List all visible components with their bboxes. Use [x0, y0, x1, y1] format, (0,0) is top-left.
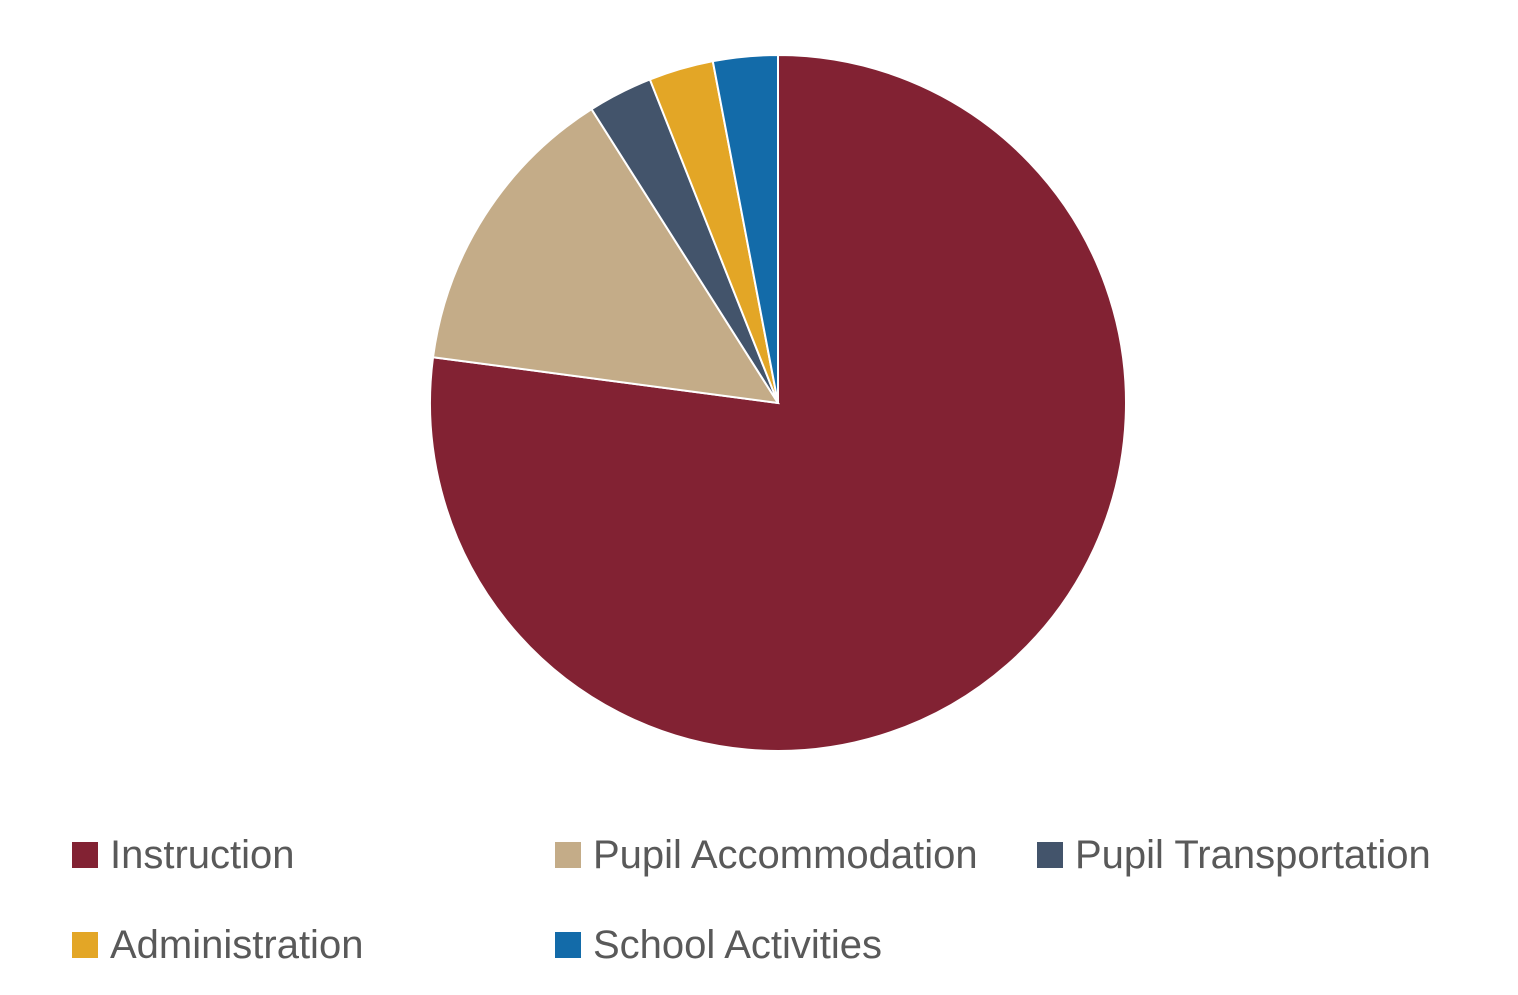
legend-swatch-instruction — [72, 842, 98, 868]
legend-swatch-pupil-transportation — [1037, 842, 1063, 868]
legend-label-pupil-transportation: Pupil Transportation — [1075, 833, 1431, 877]
legend-swatch-administration — [72, 932, 98, 958]
pie-slice-school-activities — [711, 53, 779, 404]
legend-item-school-activities: School Activities — [555, 915, 882, 975]
pie-slices — [429, 53, 1127, 752]
legend-label-administration: Administration — [110, 923, 364, 967]
legend: Instruction Pupil Accommodation Pupil Tr… — [0, 820, 1518, 995]
legend-item-administration: Administration — [72, 915, 363, 975]
legend-label-school-activities: School Activities — [593, 923, 883, 967]
legend-swatch-school-activities — [555, 932, 581, 958]
legend-item-instruction: Instruction — [72, 825, 295, 885]
legend-label-instruction: Instruction — [110, 833, 295, 877]
pie-chart — [429, 53, 1127, 752]
legend-label-pupil-accommodation: Pupil Accommodation — [593, 833, 978, 877]
pie-slice-pupil-accommodation — [431, 107, 780, 405]
pie-slice-instruction — [429, 53, 1127, 752]
legend-item-pupil-transportation: Pupil Transportation — [1037, 825, 1431, 885]
legend-swatch-pupil-accommodation — [555, 842, 581, 868]
legend-item-pupil-accommodation: Pupil Accommodation — [555, 825, 978, 885]
